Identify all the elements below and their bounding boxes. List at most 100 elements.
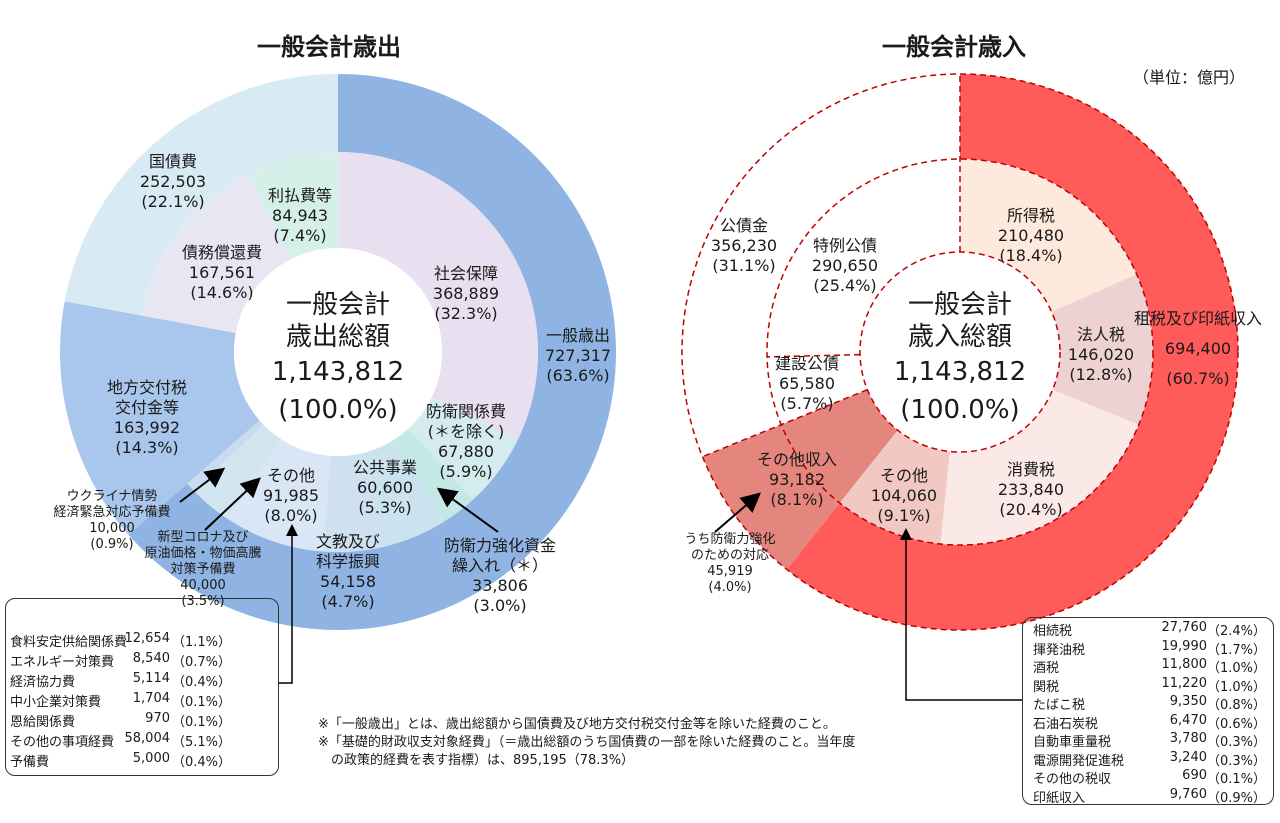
label-line: 一般歳出 xyxy=(545,326,611,345)
label-line: 公債金 xyxy=(719,216,769,235)
note-line: ※「基礎的財政収支対象経費」（＝歳出総額のうち国債費の一部を除いた経費のこと。当… xyxy=(318,735,856,750)
revenue-inner-slice xyxy=(940,389,1139,545)
breakdown-pct: （0.6%） xyxy=(1207,716,1267,732)
breakdown-row: エネルギー対策費 8,540 （0.7%） xyxy=(10,651,250,670)
breakdown-name: 揮発油税 xyxy=(1033,642,1086,658)
breakdown-value: 12,654 xyxy=(124,631,171,646)
label-line: 公共事業 xyxy=(352,458,418,477)
label-line: うち防衛力強化 xyxy=(684,532,776,547)
label-line: 交付金等 xyxy=(114,398,180,417)
revenue-divider xyxy=(767,353,861,358)
breakdown-pct: （0.7%） xyxy=(172,655,232,670)
label-line: 建設公債 xyxy=(774,354,840,373)
breakdown-pct: （0.3%） xyxy=(1207,753,1267,769)
label-line: 104,060 xyxy=(870,486,938,505)
breakdown-pct: （0.1%） xyxy=(1207,772,1267,787)
center-line: (100.0%) xyxy=(278,395,398,425)
revenue-inner-slice xyxy=(767,159,960,357)
label-general: 一般歳出 727,317 (63.6%) xyxy=(545,326,611,386)
revenue-center: 一般会計 歳入総額 1,143,812 (100.0%) xyxy=(894,289,1026,429)
label-line: その他収入 xyxy=(756,450,838,469)
breakdown-pct: （2.4%） xyxy=(1207,624,1267,639)
center-line: 1,143,812 xyxy=(271,357,405,387)
label-line: その他 xyxy=(266,466,316,485)
breakdown-pct: （1.1%） xyxy=(172,635,232,650)
label-line: 54,158 xyxy=(320,572,376,591)
label-line: (8.1%) xyxy=(770,490,824,509)
label-line: 33,806 xyxy=(472,576,528,595)
breakdown-pct: （0.3%） xyxy=(1207,735,1267,750)
label-line: 防衛力強化資金 xyxy=(443,536,557,555)
breakdown-name: 自動車重量税 xyxy=(1033,735,1112,750)
label-line: (9.1%) xyxy=(877,506,931,525)
defense-measure-arrow xyxy=(714,492,762,533)
ukraine-arrow xyxy=(179,467,226,503)
unit-label: （単位：億円） xyxy=(1133,68,1246,87)
label-line: (22.1%) xyxy=(141,192,205,211)
label-line: 45,919 xyxy=(707,564,753,579)
breakdown-name: たばこ税 xyxy=(1033,698,1086,713)
breakdown-pct: （0.9%） xyxy=(1207,790,1267,806)
label-line: 利払費等 xyxy=(267,186,333,205)
label-local: 地方交付税 交付金等 163,992 (14.3%) xyxy=(107,378,187,458)
label-line: (3.0%) xyxy=(473,596,527,615)
breakdown-row: 電源開発促進税 3,240 （0.3%） xyxy=(1033,750,1273,769)
revenue-inner-slice xyxy=(767,354,868,425)
expenditure-outer-slice xyxy=(60,301,188,535)
revenue-inner-slice xyxy=(1051,274,1153,425)
note-line: の政策的経費を表す指標）は、895,195（78.3%） xyxy=(318,753,635,768)
breakdown-name: 関税 xyxy=(1033,679,1060,695)
defense-fund-arrow xyxy=(436,487,499,533)
breakdown-value: 8,540 xyxy=(132,651,170,666)
note-line: ※「一般歳出」とは、歳出総額から国債費及び地方交付税交付金等を除いた経費のこと。 xyxy=(318,717,836,732)
label-line: 290,650 xyxy=(811,256,879,275)
label-other-income: その他収入 93,182 (8.1%) xyxy=(757,450,837,510)
label-line: (18.4%) xyxy=(999,246,1063,265)
breakdown-name: 中小企業対策費 xyxy=(10,695,102,710)
label-tax-total: 租税及び印紙収入 694,400 (60.7%) xyxy=(1134,309,1262,389)
breakdown-value: 9,350 xyxy=(1169,694,1207,709)
breakdown-name: その他の事項経費 xyxy=(10,735,115,750)
revenue-bracket xyxy=(905,532,1022,701)
center-line: 一般会計 xyxy=(907,290,1013,320)
label-line: 146,020 xyxy=(1067,345,1135,364)
label-line: 文教及び xyxy=(315,532,381,551)
expenditure-inner-slice xyxy=(408,397,518,500)
label-line: (3.5%) xyxy=(181,594,225,609)
breakdown-name: その他の税収 xyxy=(1033,772,1112,787)
breakdown-row: 恩給関係費 970 （0.1%） xyxy=(10,711,250,730)
revenue-breakdown-box xyxy=(1022,617,1274,805)
breakdown-row: たばこ税 9,350 （0.8%） xyxy=(1033,694,1273,713)
label-interest: 利払費等 84,943 (7.4%) xyxy=(268,186,332,246)
breakdown-row: 自動車重量税 3,780 （0.3%） xyxy=(1033,731,1273,750)
label-line: その他 xyxy=(879,466,929,485)
expenditure-inner-slice xyxy=(323,453,383,552)
label-line: (＊を除く) xyxy=(427,422,505,441)
expenditure-bracket xyxy=(278,528,293,684)
label-corp-tax: 法人税 146,020 (12.8%) xyxy=(1068,325,1134,385)
label-line: 国債費 xyxy=(148,152,198,171)
label-line: (4.0%) xyxy=(708,580,752,595)
label-ukraine: ウクライナ情勢 経済緊急対応予備費 10,000 (0.9%) xyxy=(53,489,170,553)
breakdown-value: 5,114 xyxy=(132,671,170,686)
breakdown-name: 予備費 xyxy=(10,755,50,770)
breakdown-value: 690 xyxy=(1182,768,1207,783)
center-line: 歳出総額 xyxy=(285,322,391,352)
breakdown-name: 恩給関係費 xyxy=(10,715,76,730)
label-line: (5.3%) xyxy=(358,498,412,517)
label-line: 新型コロナ及び xyxy=(157,530,249,545)
label-line: (14.3%) xyxy=(115,438,179,457)
center-line: 1,143,812 xyxy=(893,357,1027,387)
revenue-hole xyxy=(860,252,1060,452)
breakdown-pct: （0.4%） xyxy=(172,675,232,690)
label-line: 特例公債 xyxy=(812,236,878,255)
breakdown-name: 酒税 xyxy=(1033,661,1060,676)
label-line: 科学振興 xyxy=(315,552,381,571)
breakdown-value: 5,000 xyxy=(132,751,170,766)
label-other-tax: その他 104,060 (9.1%) xyxy=(871,466,937,526)
breakdown-value: 9,760 xyxy=(1169,786,1207,802)
expenditure-inner-slice xyxy=(338,152,538,440)
corona-arrow xyxy=(204,477,261,531)
label-line: 233,840 xyxy=(997,480,1065,499)
expenditure-bracket-arrowhead xyxy=(286,524,298,536)
